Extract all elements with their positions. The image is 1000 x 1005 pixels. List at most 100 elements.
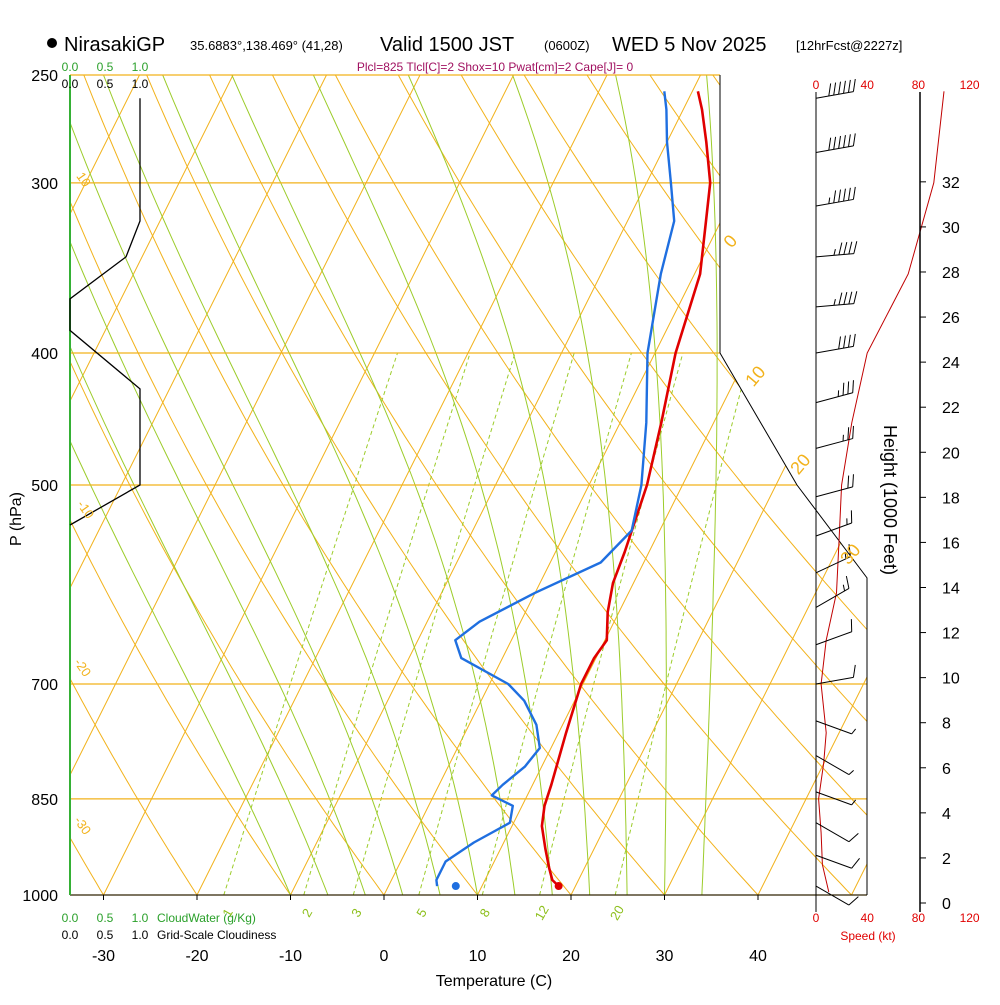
wind-barb — [816, 721, 856, 734]
cloudiness-scale-bottom: 0.5 — [97, 928, 114, 942]
wind-barb-flag — [849, 897, 858, 905]
wind-barb-staff — [816, 304, 854, 307]
wind-barb-flag — [848, 80, 850, 93]
temperature-line — [542, 91, 710, 886]
pressure-label: 300 — [31, 176, 58, 193]
temp-tick-label: 20 — [562, 948, 580, 965]
wind-barb-staff — [816, 439, 853, 449]
x-axis-title: Temperature (C) — [436, 973, 552, 990]
surface-dewpoint-point — [452, 882, 460, 890]
wind-barb-staff — [816, 487, 853, 497]
height-axis-title: Height (1000 Feet) — [880, 425, 900, 575]
station-coords: 35.6883°,138.469° (41,28) — [190, 38, 343, 53]
surface-temperature-point — [555, 882, 563, 890]
station-dot — [47, 38, 57, 48]
wind-barb — [816, 619, 852, 645]
cloudiness-scale-top: 0.5 — [97, 77, 114, 91]
wind-barb-flag — [839, 337, 841, 350]
speed-tick-top: 80 — [912, 78, 926, 92]
dry-adiabat-line — [199, 51, 758, 895]
wind-barb-staff — [816, 199, 853, 206]
wind-barb-flag — [839, 190, 841, 203]
height-tick-label: 20 — [942, 445, 960, 462]
wind-barb — [816, 79, 855, 98]
temp-tick-label: 40 — [749, 948, 767, 965]
height-tick-label: 8 — [942, 716, 951, 733]
wind-barb — [816, 474, 853, 496]
temp-tick-label: 0 — [380, 948, 389, 965]
wetbulb-label: 30 — [836, 540, 864, 568]
mixing-ratio-label: 12 — [532, 903, 552, 923]
wind-barb — [816, 187, 855, 206]
forecast-date: WED 5 Nov 2025 — [612, 34, 767, 56]
isotherm-line — [104, 51, 526, 895]
wind-barb-flag — [853, 79, 855, 92]
dry-adiabat-label: -20 — [71, 655, 94, 679]
pressure-label: 1000 — [22, 888, 58, 905]
cloudwater-scale-top: 1.0 — [132, 60, 149, 74]
wind-barb-flag — [844, 336, 846, 349]
height-tick-label: 10 — [942, 671, 960, 688]
mixing-ratio-line — [482, 353, 631, 895]
height-tick-label: 24 — [942, 355, 960, 372]
y-axis-title: P (hPa) — [8, 492, 25, 546]
cloudwater-title: CloudWater (g/Kg) — [157, 911, 256, 925]
height-tick-label: 16 — [942, 535, 960, 552]
wind-barb-staff — [816, 254, 854, 257]
wind-barb-flag — [853, 133, 855, 146]
pressure-label: 700 — [31, 677, 58, 694]
wind-barb-staff — [816, 393, 853, 403]
wind-barb-flag — [844, 242, 847, 254]
wind-barb-flag — [853, 334, 855, 347]
height-tick-label: 0 — [942, 896, 951, 913]
wind-barb-flag — [852, 858, 860, 868]
dry-adiabat-line — [448, 51, 1000, 895]
wind-barb-flag — [853, 380, 854, 393]
temp-tick-label: 30 — [656, 948, 674, 965]
wind-barb — [816, 133, 855, 152]
pressure-label: 250 — [31, 68, 58, 85]
wind-barb-staff — [816, 855, 852, 868]
wind-barb — [816, 291, 857, 307]
wind-barb-flag — [844, 189, 846, 202]
valid-time: Valid 1500 JST — [380, 34, 514, 56]
speed-tick-bottom: 120 — [960, 911, 980, 925]
cloudiness-scale-top: 1.0 — [132, 77, 149, 91]
height-tick-label: 26 — [942, 310, 960, 327]
isotherm-line — [571, 51, 993, 895]
wind-barb-staff — [816, 146, 853, 153]
cloudiness-scale-bottom: 0.0 — [62, 928, 79, 942]
wind-barb-flag — [848, 476, 849, 489]
cloudiness-scale-bottom: 1.0 — [132, 928, 149, 942]
wind-barb-flag — [839, 136, 841, 149]
temp-tick-label: -10 — [279, 948, 302, 965]
header: NirasakiGP 35.6883°,138.469° (41,28) Val… — [47, 34, 902, 74]
pressure-label: 500 — [31, 478, 58, 495]
wetbulb-label: 10 — [741, 362, 769, 390]
height-tick-label: 14 — [942, 580, 960, 597]
wind-barb-flag — [834, 137, 836, 150]
wind-barb-flag — [853, 426, 854, 439]
wind-barb — [816, 334, 855, 353]
wind-barb-flag — [829, 83, 831, 96]
temp-tick-label: -20 — [185, 948, 208, 965]
cloudiness-title: Grid-Scale Cloudiness — [157, 928, 276, 942]
wind-barb-flag — [848, 134, 850, 147]
height-tick-label: 32 — [942, 175, 960, 192]
cloudwater-scale-bottom: 1.0 — [132, 911, 149, 925]
temp-tick-label: -30 — [92, 948, 115, 965]
wind-barb-flag — [844, 135, 846, 148]
mixing-ratio-label: 3 — [348, 906, 365, 920]
wind-barb-half-flag — [834, 299, 835, 305]
speed-tick-bottom: 80 — [912, 911, 926, 925]
wind-barb-flag — [839, 82, 841, 95]
dry-adiabat-line — [75, 51, 572, 895]
mixing-ratio-line — [419, 353, 574, 895]
wind-barb-flag — [834, 190, 836, 203]
station-name: NirasakiGP — [64, 34, 165, 56]
wind-barb-flag — [848, 381, 849, 394]
wind-barb-flag — [844, 292, 847, 304]
dry-adiabat-line — [821, 51, 1000, 895]
height-tick-label: 4 — [942, 806, 951, 823]
